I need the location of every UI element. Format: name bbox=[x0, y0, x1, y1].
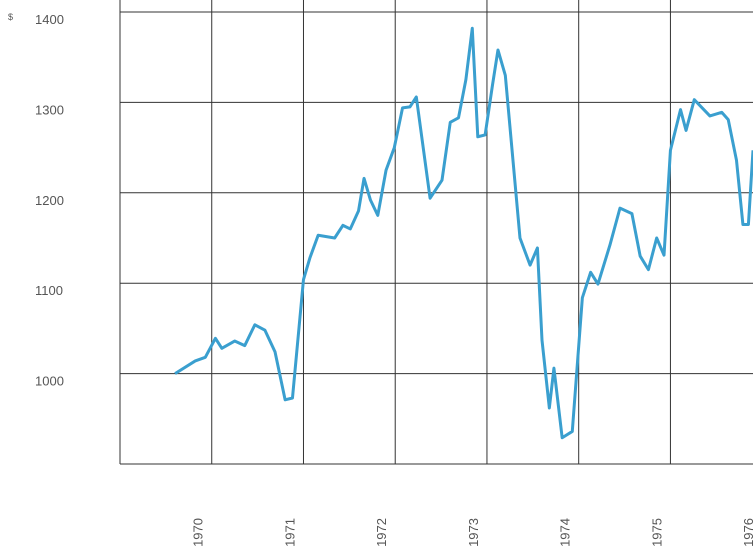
x-tick-label: 1971 bbox=[282, 518, 297, 547]
currency-label: $ bbox=[8, 12, 13, 22]
x-tick-label: 1972 bbox=[374, 518, 389, 547]
x-tick-label: 1976 bbox=[741, 518, 753, 547]
x-tick-label: 1973 bbox=[466, 518, 481, 547]
y-tick-label: 1200 bbox=[35, 193, 64, 208]
x-tick-label: 1975 bbox=[649, 518, 664, 547]
y-tick-label: 1100 bbox=[35, 283, 63, 298]
data-line bbox=[174, 26, 753, 440]
x-tick-label: 1974 bbox=[558, 518, 573, 547]
y-tick-label: 1400 bbox=[35, 12, 64, 27]
y-tick-label: 1300 bbox=[35, 102, 64, 117]
y-tick-label: 1000 bbox=[35, 374, 64, 389]
x-tick-label: 1970 bbox=[191, 518, 206, 547]
